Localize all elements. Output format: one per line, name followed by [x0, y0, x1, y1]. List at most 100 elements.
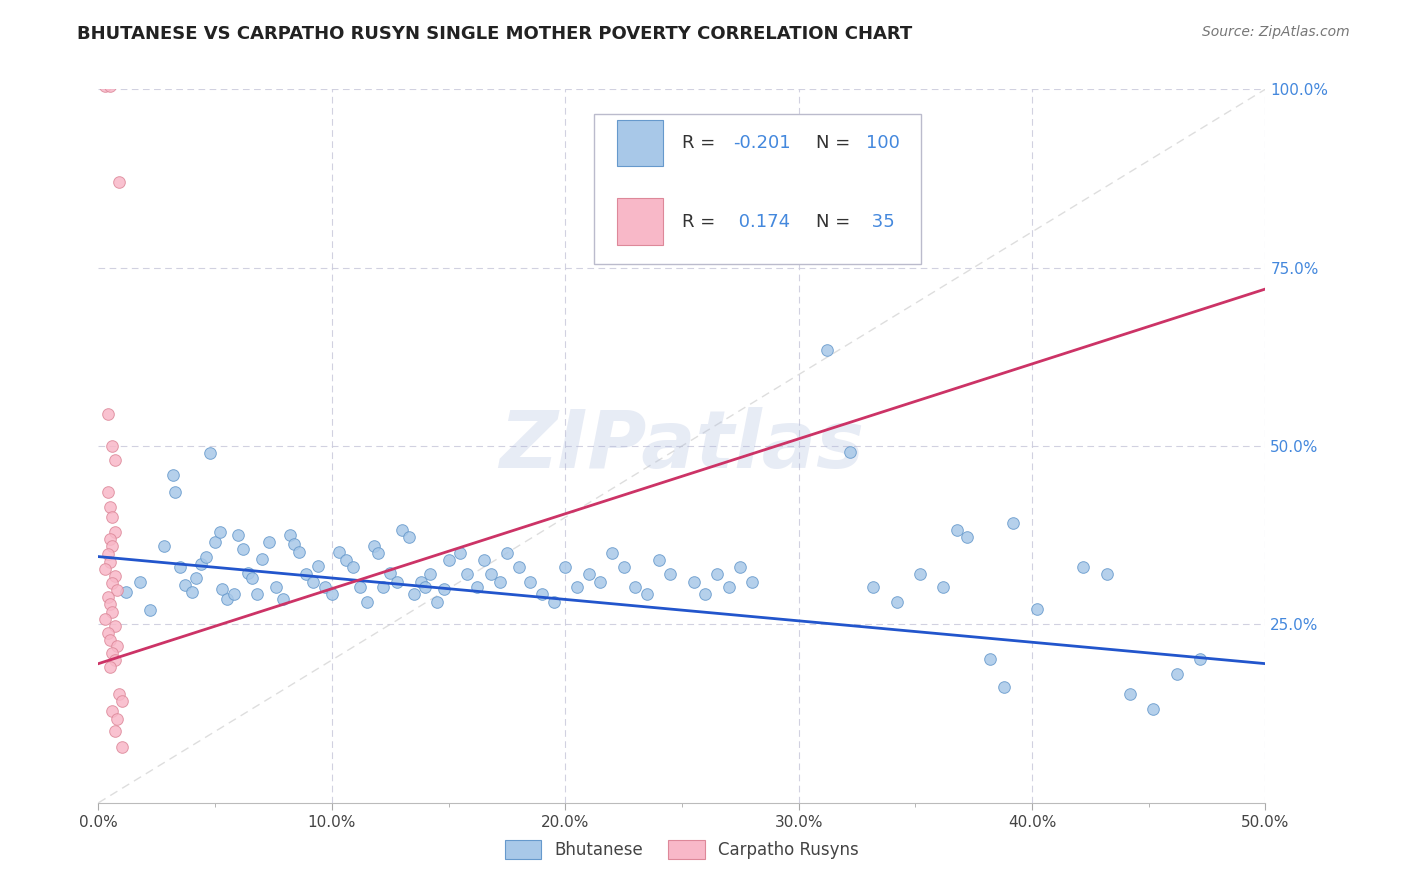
- Point: [932, 580, 955, 594]
- Point: [204, 535, 226, 549]
- Point: [94, 562, 117, 576]
- Point: [115, 585, 138, 599]
- Point: [402, 587, 425, 601]
- Point: [104, 524, 127, 539]
- Text: 100: 100: [866, 134, 900, 152]
- Point: [1002, 516, 1025, 530]
- Point: [956, 530, 979, 544]
- Point: [465, 580, 488, 594]
- Point: [342, 560, 364, 574]
- Point: [101, 539, 124, 553]
- Point: [1166, 667, 1188, 681]
- Point: [111, 694, 134, 708]
- Point: [246, 587, 269, 601]
- Point: [307, 558, 329, 573]
- Point: [349, 580, 371, 594]
- Point: [659, 567, 682, 582]
- FancyBboxPatch shape: [617, 198, 664, 244]
- Legend: Bhutanese, Carpatho Rusyns: Bhutanese, Carpatho Rusyns: [498, 834, 866, 866]
- Point: [380, 566, 402, 580]
- Point: [413, 580, 436, 594]
- Point: [200, 446, 222, 460]
- Point: [222, 587, 245, 601]
- Point: [139, 603, 162, 617]
- Point: [98, 500, 121, 514]
- Point: [190, 557, 212, 571]
- Point: [236, 566, 259, 580]
- Point: [104, 453, 127, 467]
- Point: [321, 587, 343, 601]
- Point: [1119, 687, 1142, 701]
- Point: [695, 587, 717, 601]
- Point: [129, 574, 152, 589]
- Point: [993, 680, 1015, 694]
- Point: [489, 574, 512, 589]
- Point: [186, 571, 208, 585]
- Point: [886, 594, 908, 608]
- Point: [104, 653, 127, 667]
- Point: [426, 594, 449, 608]
- Point: [437, 553, 460, 567]
- Point: [250, 551, 273, 566]
- Point: [543, 594, 565, 608]
- Point: [264, 580, 287, 594]
- Point: [706, 567, 728, 582]
- Point: [101, 705, 124, 719]
- Point: [391, 523, 413, 537]
- Point: [208, 524, 231, 539]
- Point: [101, 605, 124, 619]
- Point: [162, 467, 184, 482]
- Point: [94, 78, 117, 93]
- Point: [636, 587, 658, 601]
- Point: [589, 574, 612, 589]
- Point: [741, 574, 763, 589]
- Point: [862, 580, 884, 594]
- Text: 0.174: 0.174: [734, 212, 790, 230]
- Point: [385, 574, 408, 589]
- Point: [104, 569, 127, 583]
- Point: [1189, 651, 1212, 665]
- Point: [101, 646, 124, 660]
- Point: [228, 528, 250, 542]
- Point: [472, 553, 495, 567]
- Point: [98, 78, 121, 93]
- FancyBboxPatch shape: [617, 120, 664, 166]
- Point: [98, 660, 121, 674]
- Point: [335, 553, 357, 567]
- Point: [173, 578, 195, 592]
- Point: [97, 591, 120, 605]
- Point: [101, 439, 124, 453]
- Point: [730, 560, 752, 574]
- Point: [98, 633, 121, 648]
- Point: [1142, 701, 1164, 715]
- Point: [479, 567, 502, 582]
- Text: R =: R =: [682, 212, 716, 230]
- Text: R =: R =: [682, 134, 716, 152]
- FancyBboxPatch shape: [595, 114, 921, 264]
- Point: [600, 546, 623, 560]
- Point: [111, 740, 134, 755]
- Point: [215, 592, 238, 607]
- Point: [496, 546, 519, 560]
- Point: [98, 598, 121, 612]
- Point: [194, 549, 217, 564]
- Point: [180, 585, 202, 599]
- Point: [108, 175, 131, 189]
- Point: [98, 532, 121, 546]
- Text: N =: N =: [815, 134, 851, 152]
- Point: [675, 235, 697, 250]
- Point: [283, 537, 305, 551]
- Point: [682, 574, 704, 589]
- Point: [449, 546, 471, 560]
- Point: [839, 444, 862, 458]
- Point: [647, 553, 669, 567]
- Point: [328, 544, 350, 558]
- Text: Source: ZipAtlas.com: Source: ZipAtlas.com: [1202, 25, 1350, 39]
- Point: [105, 583, 128, 598]
- Point: [97, 407, 120, 421]
- Point: [373, 580, 395, 594]
- Point: [946, 523, 969, 537]
- Point: [565, 580, 588, 594]
- Point: [433, 582, 456, 596]
- Point: [105, 639, 128, 653]
